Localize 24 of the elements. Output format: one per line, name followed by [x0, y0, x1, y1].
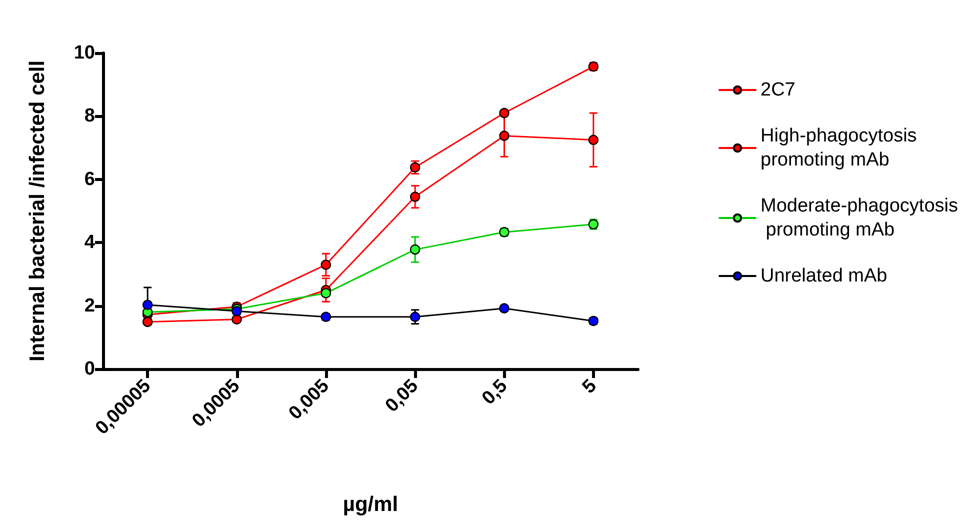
point [588, 134, 599, 145]
point [142, 300, 153, 310]
y-tick-label: 2 [84, 295, 95, 316]
point [499, 130, 510, 141]
y-tick-label: 0 [84, 358, 95, 380]
point [499, 303, 510, 314]
legend-label: Moderate-phagocytosis promoting mAb [760, 196, 958, 240]
point [410, 192, 420, 202]
legend-label: Unrelated mAb [760, 266, 888, 286]
y-tick-label: 10 [74, 42, 95, 64]
y-tick-label: 6 [84, 168, 95, 190]
x-tick-label: 5 [578, 375, 602, 398]
point [142, 316, 153, 328]
point [410, 312, 420, 322]
y-tick-label: 4 [84, 232, 96, 254]
legend-label: 2C7 [760, 80, 796, 100]
point [232, 314, 242, 324]
x-tick-label: 0,5 [478, 375, 512, 410]
y-tick-label: 8 [84, 106, 95, 127]
y-axis-title: Internal bacterial /infected cell [26, 60, 49, 362]
x-axis-title: µg/ml [342, 493, 398, 516]
legend-label: High-phagocytosis promoting mAb [760, 126, 917, 170]
point [320, 260, 332, 270]
point [232, 306, 242, 316]
